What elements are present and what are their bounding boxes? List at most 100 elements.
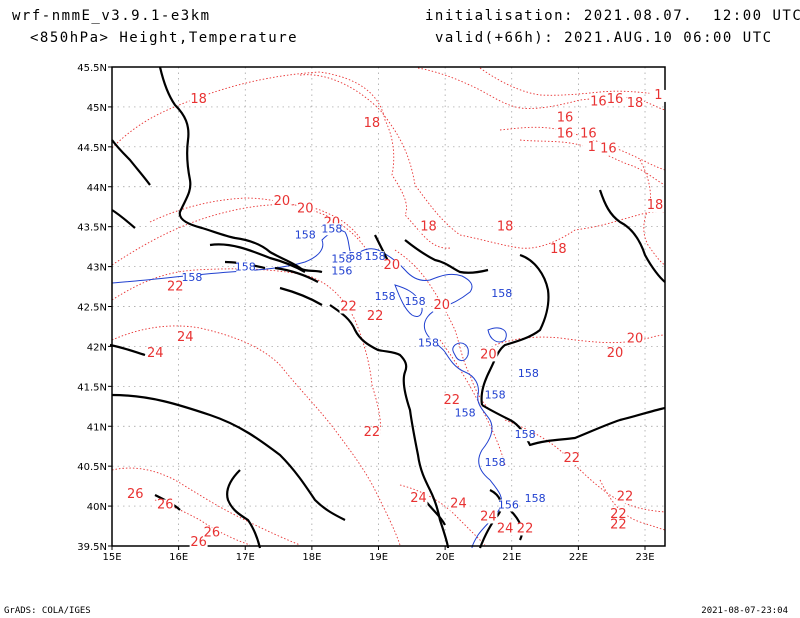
temperature-label: 1 bbox=[654, 88, 662, 103]
temperature-label-bg bbox=[146, 347, 165, 360]
temperature-label-bg bbox=[272, 196, 291, 209]
init-time: initialisation: 2021.08.07. 12:00 UTC bbox=[425, 8, 800, 24]
temperature-label-bg bbox=[556, 112, 575, 125]
temperature-label-bg bbox=[646, 200, 665, 213]
lon-tick-label: 23E bbox=[635, 552, 654, 563]
height-label: 156 bbox=[331, 265, 352, 278]
temperature-label: 24 bbox=[410, 491, 427, 506]
temperature-label-bg bbox=[649, 89, 668, 102]
temperature-label-bg bbox=[362, 426, 381, 439]
height-label: 158 bbox=[418, 336, 439, 349]
temperature-label-bg bbox=[126, 489, 145, 502]
temperature-label: 16 bbox=[600, 141, 617, 156]
height-label: 158 bbox=[518, 367, 539, 380]
lon-tick-label: 20E bbox=[436, 552, 455, 563]
temperature-label: 18 bbox=[627, 96, 644, 111]
lon-tick-label: 17E bbox=[236, 552, 255, 563]
temperature-label: 16 bbox=[557, 110, 574, 125]
height-label-bg bbox=[332, 253, 351, 266]
temperature-label-bg bbox=[166, 281, 185, 294]
temperature-label: 26 bbox=[204, 525, 221, 540]
temperature-label-bg bbox=[382, 259, 401, 272]
temperature-label-bg bbox=[409, 493, 428, 506]
temperature-label-bg bbox=[589, 96, 608, 109]
temperature-label: 22 bbox=[444, 393, 461, 408]
temperature-label-bg bbox=[609, 519, 628, 532]
temperature-label: 18 bbox=[420, 220, 437, 235]
model-title: wrf-nmmE_v3.9.1-e3km bbox=[12, 8, 211, 24]
lat-tick-label: 40N bbox=[87, 502, 107, 513]
temperature-label-bg bbox=[189, 93, 208, 106]
height-label-bg bbox=[516, 429, 535, 442]
height-label: 158 bbox=[485, 456, 506, 469]
lat-tick-label: 41.5N bbox=[77, 382, 107, 393]
temperature-label-bg bbox=[176, 331, 195, 344]
temperature-label: 22 bbox=[610, 507, 627, 522]
temperature-label-bg bbox=[616, 491, 635, 504]
lat-tick-label: 43N bbox=[87, 263, 107, 274]
temperature-label-bg bbox=[582, 141, 601, 154]
lat-tick-label: 44.5N bbox=[77, 143, 107, 154]
temperature-label: 24 bbox=[480, 509, 497, 524]
temperature-label: 22 bbox=[517, 521, 534, 536]
height-label-bg bbox=[366, 251, 385, 264]
height-label: 158 bbox=[321, 222, 342, 235]
height-label-bg bbox=[376, 291, 395, 304]
height-label: 158 bbox=[485, 388, 506, 401]
temperature-label: 26 bbox=[190, 535, 207, 550]
height-label-bg bbox=[486, 389, 505, 402]
temperature-label: 22 bbox=[167, 280, 184, 295]
footer-credit: GrADS: COLA/IGES bbox=[4, 606, 91, 616]
temperature-label: 1 bbox=[588, 140, 596, 155]
temperature-label: 18 bbox=[190, 92, 207, 107]
height-label: 158 bbox=[515, 428, 536, 441]
height-label: 156 bbox=[498, 498, 519, 511]
field-title: <850hPa> Height,Temperature bbox=[30, 30, 299, 46]
temperature-label: 24 bbox=[497, 521, 514, 536]
height-label-bg bbox=[519, 367, 538, 380]
temperature-label-bg bbox=[432, 299, 451, 312]
height-label-bg bbox=[182, 271, 201, 284]
height-label: 158 bbox=[455, 407, 476, 420]
temperature-label: 22 bbox=[340, 299, 357, 314]
temperature-label: 20 bbox=[607, 346, 624, 361]
height-label-bg bbox=[332, 265, 351, 278]
temperature-label-bg bbox=[606, 93, 625, 106]
temperature-label-bg bbox=[366, 311, 385, 324]
footer-timestamp: 2021-08-07-23:04 bbox=[701, 606, 788, 616]
temperature-label: 26 bbox=[127, 487, 144, 502]
temperature-label: 18 bbox=[497, 220, 514, 235]
lon-tick-label: 21E bbox=[502, 552, 521, 563]
lon-tick-label: 15E bbox=[102, 552, 121, 563]
temperature-label-bg bbox=[626, 97, 645, 110]
height-label-bg bbox=[342, 251, 361, 264]
height-label-bg bbox=[499, 499, 518, 512]
temperature-label-bg bbox=[556, 128, 575, 141]
lat-tick-label: 45.5N bbox=[77, 63, 107, 74]
lon-tick-label: 19E bbox=[369, 552, 388, 563]
temperature-label: 18 bbox=[364, 116, 381, 131]
lat-tick-label: 39.5N bbox=[77, 542, 107, 553]
temperature-label-bg bbox=[339, 301, 358, 314]
temperature-label: 22 bbox=[610, 517, 627, 532]
lat-tick-label: 42N bbox=[87, 342, 107, 353]
temperature-label-bg bbox=[496, 523, 515, 536]
temperature-label: 16 bbox=[590, 94, 607, 109]
temperature-label: 18 bbox=[647, 198, 664, 213]
temperature-label-bg bbox=[579, 128, 598, 141]
height-label: 158 bbox=[235, 261, 256, 274]
temperature-label-bg bbox=[479, 511, 498, 524]
axis-ticks: 15E 16E 17E 18E 19E 20E 21E 22E 23E 39.5N 40N 40.5N… bbox=[77, 63, 654, 563]
height-label-bg bbox=[419, 337, 438, 350]
height-label: 158 bbox=[331, 253, 352, 266]
lat-tick-label: 45N bbox=[87, 103, 107, 114]
height-label: 158 bbox=[525, 492, 546, 505]
temperature-label-bg bbox=[419, 221, 438, 234]
temperature-label: 20 bbox=[627, 331, 644, 346]
temperature-label: 20 bbox=[434, 298, 451, 313]
temperature-label: 24 bbox=[450, 497, 467, 512]
height-label-bg bbox=[486, 457, 505, 470]
